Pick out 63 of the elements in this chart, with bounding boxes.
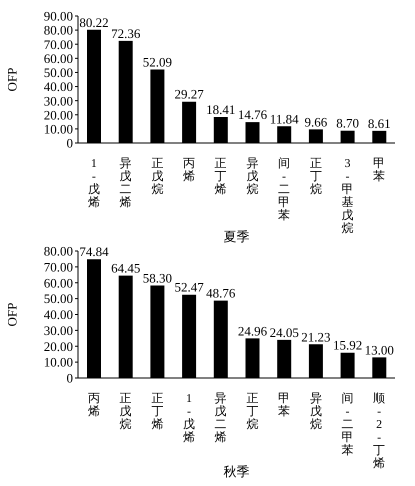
y-tick-label: 80.00 [44, 22, 73, 38]
data-label: 29.27 [174, 86, 204, 102]
y-tick-label: 10.00 [44, 122, 73, 137]
x-tick-label: 1-戊烯 [182, 391, 195, 444]
y-tick-label: 50.00 [44, 291, 73, 306]
y-tick-label: 40.00 [44, 79, 73, 94]
data-label: 8.61 [368, 116, 391, 131]
data-label: 21.23 [301, 329, 331, 344]
y-tick-label: 60.00 [44, 50, 73, 66]
x-tick-label: 1-戊烯 [88, 156, 100, 209]
y-tick-label: 30.00 [44, 93, 73, 108]
x-tick-label: 正戊烷 [120, 391, 132, 431]
data-label: 8.70 [336, 116, 359, 131]
x-tick-label: 甲苯 [278, 391, 290, 418]
x-axis-title: 秋季 [224, 464, 250, 479]
y-tick-label: 10.00 [44, 354, 73, 370]
data-label: 58.30 [142, 270, 172, 286]
x-tick-label: 正丁烯 [214, 156, 227, 196]
data-label: 74.84 [79, 244, 110, 260]
y-tick-label: 90.00 [44, 8, 73, 24]
x-tick-label: 3-甲基戊烷 [341, 156, 354, 235]
data-label: 72.36 [111, 26, 141, 41]
y-axis-title: OFP [4, 302, 20, 326]
y-tick-label: 20.00 [44, 107, 73, 122]
x-tick-label: 异戊烷 [246, 156, 258, 196]
x-tick-label: 异戊二烯 [120, 156, 132, 209]
x-tick-label: 正丁烷 [246, 391, 258, 431]
data-label: 18.41 [206, 102, 236, 118]
x-tick-label: 正戊烷 [151, 156, 164, 196]
y-tick-label: 80.00 [44, 244, 73, 259]
y-tick-label: 0 [66, 136, 73, 151]
x-tick-label: 异戊烷 [310, 391, 322, 431]
y-tick-label: 40.00 [44, 307, 73, 322]
y-tick-label: 50.00 [44, 65, 73, 80]
x-tick-label: 正丁烷 [310, 156, 322, 196]
x-tick-label: 间-二甲苯 [341, 391, 354, 457]
data-label: 9.66 [304, 114, 328, 130]
x-tick-label: 丙烯 [88, 391, 100, 418]
data-label: 24.96 [238, 323, 268, 338]
y-tick-label: 30.00 [44, 322, 73, 338]
data-label: 15.92 [332, 338, 362, 353]
data-label: 80.22 [79, 14, 109, 30]
data-label: 24.05 [270, 324, 299, 340]
data-label: 11.84 [270, 111, 300, 126]
x-tick-label: 异戊二烯 [214, 391, 227, 444]
x-tick-label: 间-二甲苯 [278, 156, 290, 222]
y-tick-label: 60.00 [44, 275, 73, 290]
y-tick-label: 20.00 [44, 338, 73, 354]
data-label: 64.45 [111, 260, 140, 276]
data-label: 48.76 [206, 286, 236, 301]
x-tick-label: 丙烯 [182, 156, 195, 183]
x-tick-label: 正丁烯 [151, 391, 164, 431]
x-tick-label: 顺-2-丁烯 [373, 391, 386, 470]
y-tick-label: 70.00 [44, 259, 73, 274]
data-label: 52.09 [142, 54, 172, 70]
y-tick-label: 0 [66, 370, 73, 386]
data-label: 52.47 [174, 280, 204, 295]
y-axis-title: OFP [4, 68, 20, 92]
y-tick-label: 70.00 [44, 36, 73, 52]
data-label: 13.00 [364, 342, 394, 358]
x-tick-label: 甲苯 [373, 156, 386, 183]
x-axis-title: 夏季 [224, 229, 250, 244]
data-label: 14.76 [238, 107, 268, 122]
